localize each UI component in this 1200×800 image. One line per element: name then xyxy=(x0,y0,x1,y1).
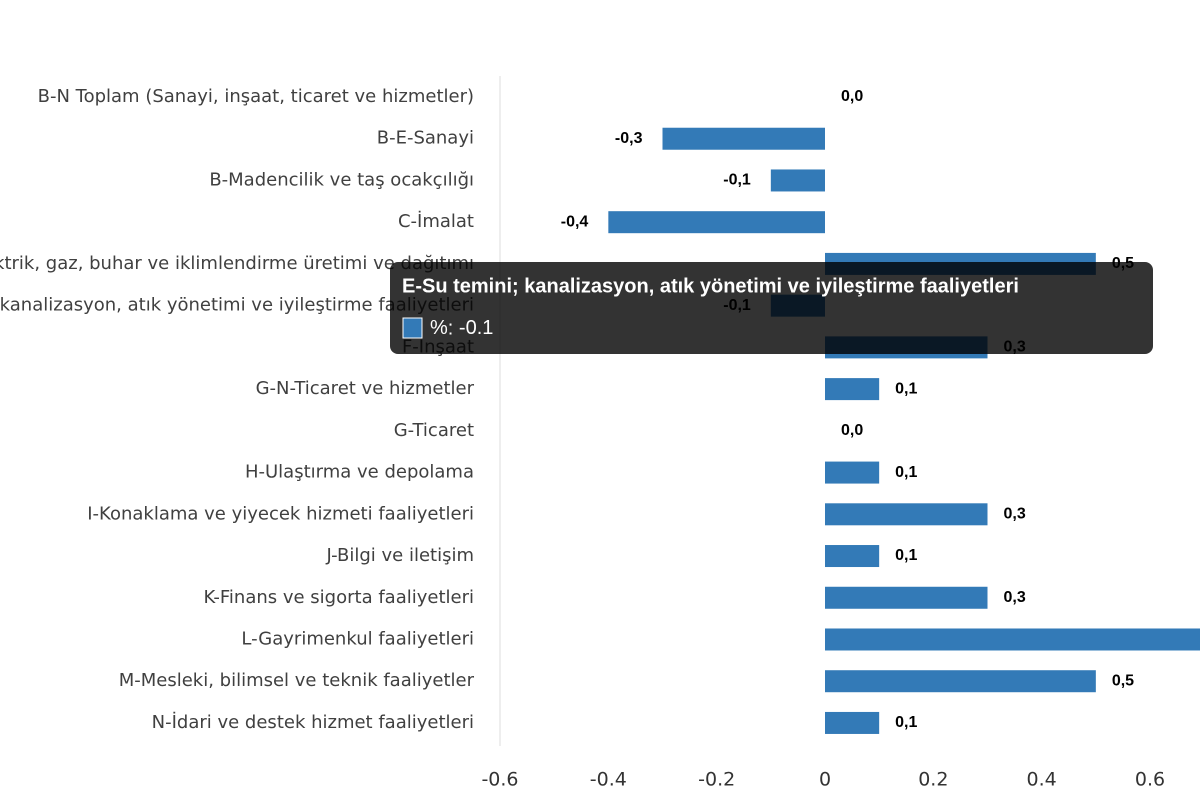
plot-area: -0.6 -0.4 -0.2 0 0.2 0.4 0.6 B-N Toplam (Sanayi… xyxy=(0,76,1200,791)
category-label: M-Mesleki, bilimsel ve teknik faaliyetle… xyxy=(119,670,475,691)
tooltip-value: %: -0.1 xyxy=(430,317,493,339)
category-label: D-Elektrik, gaz, buhar ve iklimlendirme … xyxy=(0,253,474,274)
bar xyxy=(825,586,988,609)
x-tick-label: 0.4 xyxy=(1027,769,1057,791)
bar xyxy=(608,211,825,234)
category-label: H-Ulaştırma ve depolama xyxy=(245,462,474,483)
data-label: 0,3 xyxy=(1004,589,1026,606)
bar xyxy=(825,628,1200,651)
data-label: 0,3 xyxy=(1004,506,1026,523)
data-label: -0,3 xyxy=(615,130,643,147)
data-label: 0,1 xyxy=(895,714,917,731)
data-label: 0,1 xyxy=(895,380,917,397)
data-label: 0,1 xyxy=(895,547,917,564)
bar xyxy=(825,545,880,568)
category-label: B-N Toplam (Sanayi, inşaat, ticaret ve h… xyxy=(38,86,474,107)
category-label: G-Ticaret xyxy=(394,420,474,441)
category-label: K-Finans ve sigorta faaliyetleri xyxy=(203,587,474,608)
tooltip-box xyxy=(390,262,1153,354)
bar xyxy=(662,127,825,150)
data-label: 0,0 xyxy=(841,88,863,105)
category-label: G-N-Ticaret ve hizmetler xyxy=(256,378,475,399)
category-label: J-Bilgi ve iletişim xyxy=(325,545,474,566)
tooltip-series: % xyxy=(430,317,448,339)
x-tick-label: 0.6 xyxy=(1135,769,1165,791)
tooltip-swatch xyxy=(402,317,423,339)
category-label: B-Madencilik ve taş ocakçılığı xyxy=(209,169,474,190)
data-label: -0,1 xyxy=(723,172,751,189)
category-label: B-E-Sanayi xyxy=(377,128,474,149)
x-tick-label: -0.6 xyxy=(481,769,518,791)
category-label: C-İmalat xyxy=(398,211,474,232)
category-label: L-Gayrimenkul faaliyetleri xyxy=(241,628,474,649)
bar xyxy=(825,711,880,734)
data-label: 0,0 xyxy=(841,422,863,439)
bar xyxy=(825,461,880,484)
category-label: I-Konaklama ve yiyecek hizmeti faaliyetl… xyxy=(87,503,474,524)
tooltip-title: E-Su temini; kanalizasyon, atık yönetimi… xyxy=(402,275,1019,297)
bar xyxy=(825,670,1096,693)
data-label: -0,4 xyxy=(561,213,589,230)
data-label: 0,5 xyxy=(1112,672,1134,689)
bar xyxy=(825,503,988,526)
bar xyxy=(825,378,880,401)
bar xyxy=(770,169,825,192)
x-tick-label: 0 xyxy=(819,769,831,791)
data-label: 0,1 xyxy=(895,464,917,481)
tooltip: E-Su temini; kanalizasyon, atık yönetimi… xyxy=(390,262,1153,354)
x-tick-label: -0.2 xyxy=(698,769,735,791)
x-tick-label: -0.4 xyxy=(590,769,627,791)
tooltip-number: -0.1 xyxy=(459,317,493,339)
category-label: E-Su temini; kanalizasyon, atık yönetimi… xyxy=(0,295,474,316)
category-label: N-İdari ve destek hizmet faaliyetleri xyxy=(152,712,474,733)
x-tick-label: 0.2 xyxy=(918,769,948,791)
